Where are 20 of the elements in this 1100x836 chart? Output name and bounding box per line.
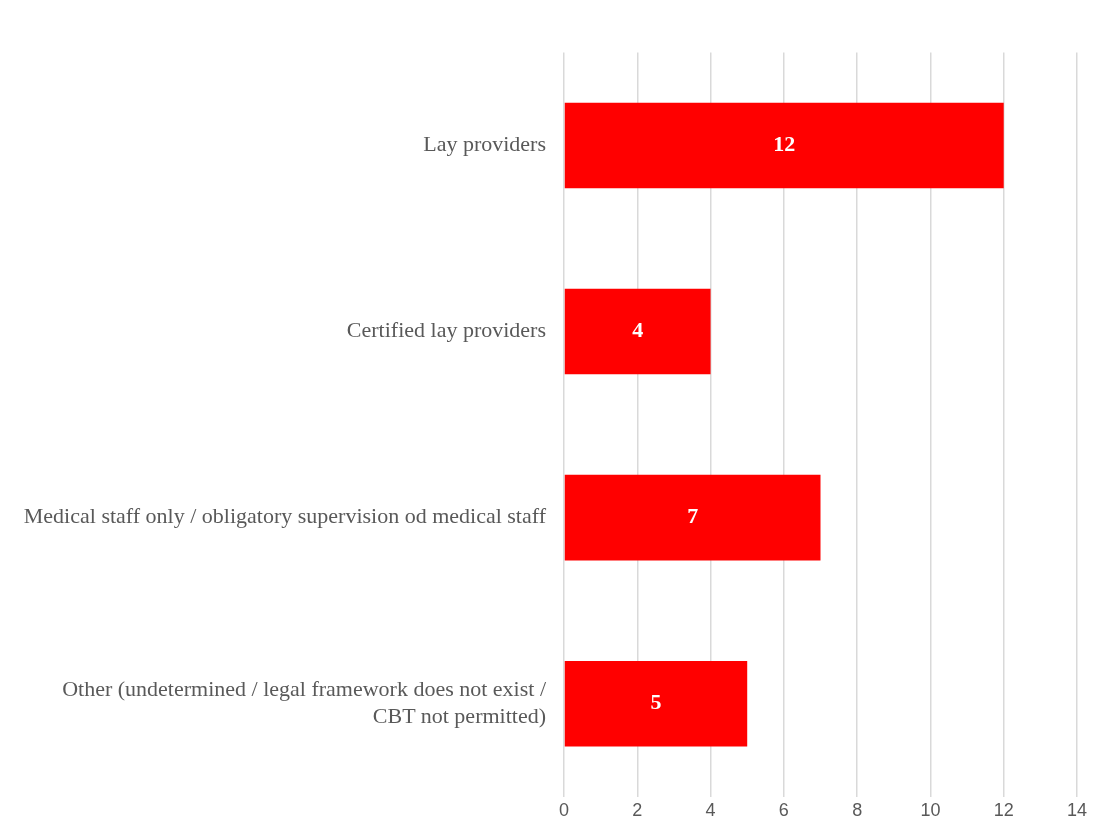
- data-label: 7: [687, 503, 699, 529]
- x-tick-label: 2: [632, 799, 643, 820]
- bar: [564, 288, 711, 375]
- y-tick-label: Lay providers: [423, 131, 546, 157]
- data-label: 4: [632, 317, 644, 343]
- x-tick-label: 14: [1066, 799, 1088, 820]
- data-label: 5: [650, 689, 662, 715]
- bar: [564, 474, 821, 561]
- y-tick-label: Other (undetermined / legal framework does not exist / CBT not permitted): [62, 676, 547, 728]
- x-tick-label: 12: [993, 799, 1014, 820]
- x-tick-label: 0: [558, 799, 570, 820]
- y-tick-label: Medical staff only / obligatory supervision od medical staff: [23, 503, 547, 529]
- bar: [564, 660, 748, 747]
- bar: [564, 102, 1004, 189]
- x-tick-label: 6: [778, 799, 789, 820]
- y-tick-label: Certified lay providers: [346, 317, 546, 343]
- x-tick-label: 4: [705, 799, 716, 820]
- data-label: 12: [773, 131, 796, 157]
- x-tick-label: 8: [852, 799, 863, 820]
- x-tick-label: 10: [920, 799, 941, 820]
